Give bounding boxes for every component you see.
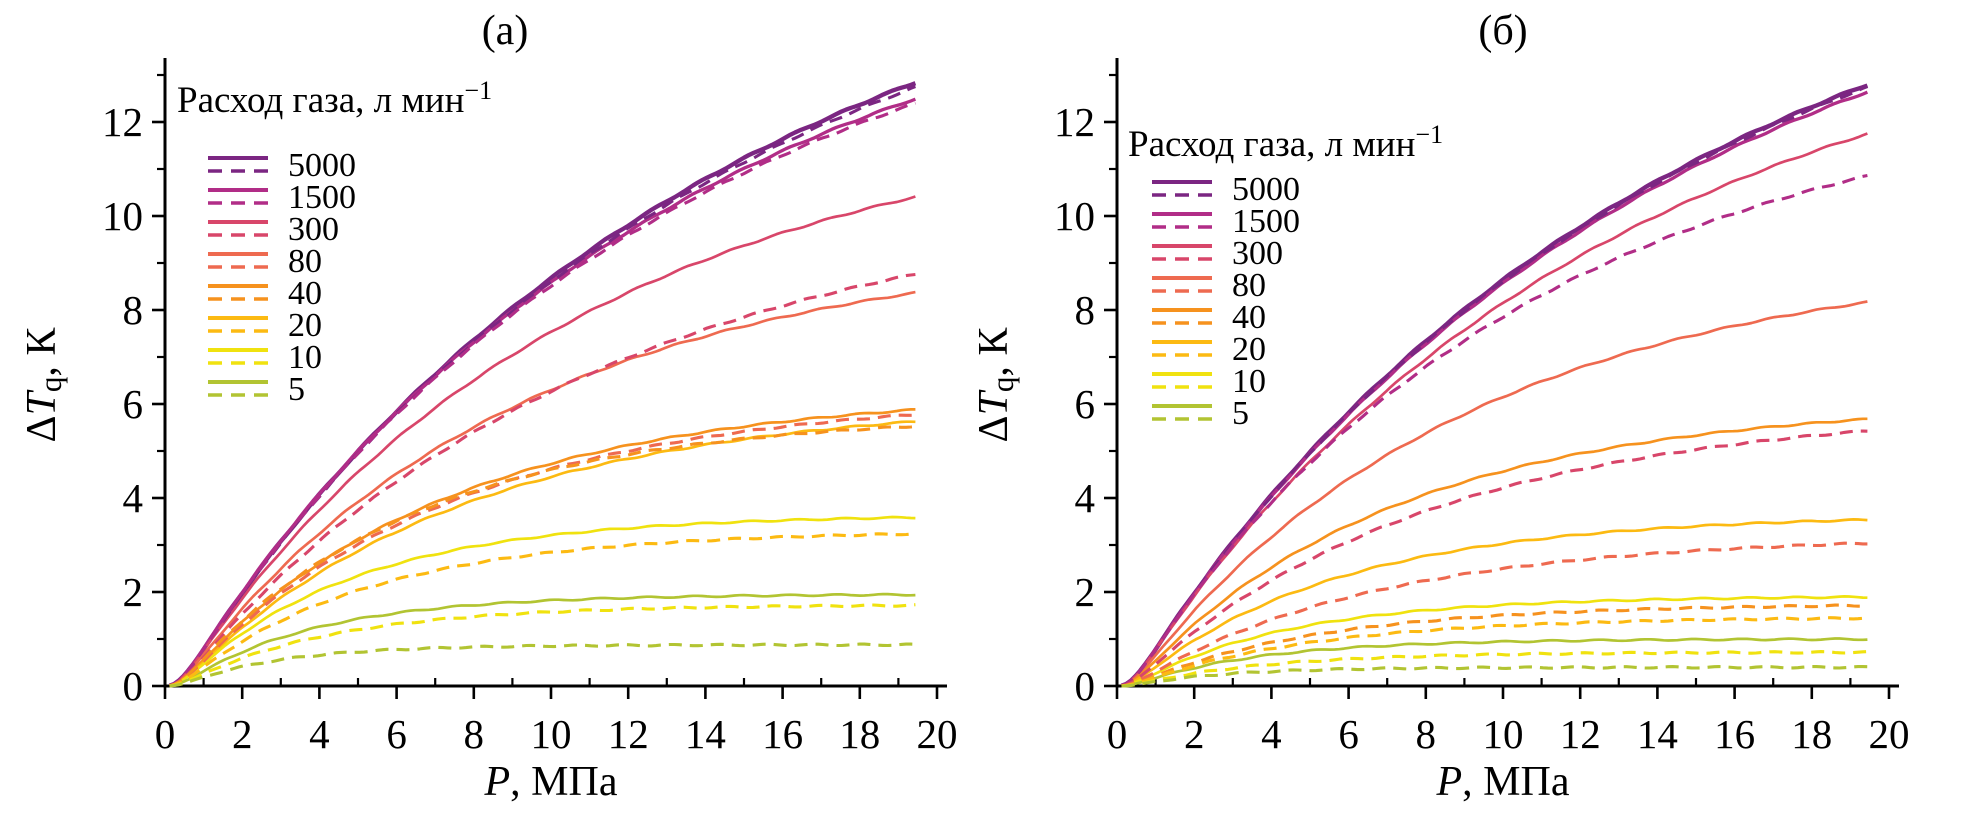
y-axis-label: ΔTq, К (971, 327, 1020, 443)
legend-entry-label: 20 (1232, 331, 1266, 368)
y-tick-label: 0 (1075, 663, 1096, 709)
x-tick-label: 2 (232, 711, 253, 757)
x-tick-label: 18 (839, 711, 880, 757)
y-tick-label: 8 (1075, 287, 1096, 333)
curve-solid-80 (169, 290, 916, 687)
x-tick-label: 14 (1637, 711, 1678, 757)
curve-solid-40 (169, 408, 916, 688)
legend-entry-label: 5 (1232, 395, 1249, 432)
legend-entry-label: 10 (288, 339, 322, 376)
curve-solid-5 (1121, 637, 1868, 688)
y-tick-label: 10 (1054, 193, 1095, 239)
y-tick-label: 4 (1075, 475, 1096, 521)
legend-entry-label: 40 (1232, 299, 1266, 336)
y-tick-label: 2 (1075, 569, 1096, 615)
legend-entry-label: 1500 (288, 179, 356, 216)
x-tick-label: 12 (608, 711, 649, 757)
x-tick-label: 4 (1261, 711, 1282, 757)
x-tick-label: 2 (1184, 711, 1205, 757)
x-tick-label: 8 (1416, 711, 1437, 757)
curve-solid-10 (1121, 595, 1868, 688)
x-tick-label: 12 (1560, 711, 1601, 757)
curve-dashed-5000 (1121, 85, 1868, 688)
x-tick-label: 10 (1483, 711, 1524, 757)
curve-solid-80 (1121, 300, 1868, 688)
curve-dashed-10 (169, 603, 916, 688)
y-axis-label: ΔTq, К (19, 327, 68, 443)
x-tick-label: 0 (1107, 711, 1128, 757)
y-tick-label: 10 (102, 193, 143, 239)
legend-entry-label: 1500 (1232, 203, 1300, 240)
legend-entry-label: 300 (288, 211, 339, 248)
panel-label: (б) (1478, 8, 1527, 54)
curve-dashed-5000 (169, 85, 916, 688)
x-tick-label: 20 (917, 711, 958, 757)
y-tick-label: 8 (123, 287, 144, 333)
curve-dashed-5 (169, 642, 916, 688)
curve-solid-20 (1121, 518, 1868, 688)
legend-entry-label: 80 (1232, 267, 1266, 304)
legend-entry-label: 80 (288, 243, 322, 280)
legend-entry-label: 5 (288, 371, 305, 408)
x-tick-label: 14 (685, 711, 726, 757)
curve-dashed-300 (169, 272, 916, 688)
curve-solid-20 (169, 420, 916, 688)
y-tick-label: 4 (123, 475, 144, 521)
x-tick-label: 16 (762, 711, 803, 757)
x-tick-label: 8 (464, 711, 485, 757)
x-tick-label: 4 (309, 711, 330, 757)
legend-title: Расход газа, л мин−1 (177, 76, 492, 121)
panel-a: 0 2 4 6 8 10 12 14 16 18 20 0 2 4 6 8 10 12 (а) P, МПа ΔTq, … (19, 8, 958, 805)
curve-dashed-1500 (169, 101, 916, 688)
legend-entry-label: 40 (288, 275, 322, 312)
panel-b: 0 2 4 6 8 10 12 14 16 18 20 0 2 4 6 8 10 12 (б) P, МПа ΔTq, … (971, 8, 1910, 805)
x-axis-label: P, МПа (484, 759, 618, 805)
curve-dashed-40 (1121, 603, 1868, 688)
curve-solid-10 (169, 515, 916, 688)
x-tick-label: 16 (1714, 711, 1755, 757)
y-tick-label: 0 (123, 663, 144, 709)
x-tick-label: 18 (1791, 711, 1832, 757)
x-tick-label: 20 (1869, 711, 1910, 757)
curve-dashed-80 (1121, 541, 1868, 688)
curve-dashed-20 (169, 532, 916, 688)
curve-dashed-20 (1121, 616, 1868, 688)
y-tick-label: 6 (1075, 381, 1096, 427)
curve-solid-5 (169, 592, 916, 688)
curve-solid-300 (169, 195, 916, 687)
x-tick-label: 0 (155, 711, 176, 757)
legend-entry-label: 20 (288, 307, 322, 344)
curve-dashed-10 (1121, 650, 1868, 688)
legend-entry-label: 5000 (1232, 171, 1300, 208)
panel-label: (а) (482, 8, 529, 54)
y-tick-label: 2 (123, 569, 144, 615)
y-tick-label: 12 (102, 99, 143, 145)
legend-entry-label: 5000 (288, 147, 356, 184)
legend-entry-label: 300 (1232, 235, 1283, 272)
y-tick-label: 6 (123, 381, 144, 427)
x-tick-label: 10 (531, 711, 572, 757)
x-tick-label: 6 (1338, 711, 1359, 757)
curve-solid-40 (1121, 417, 1868, 688)
curve-dashed-1500 (1121, 173, 1868, 688)
curve-dashed-300 (1121, 429, 1868, 688)
legend-entry-label: 10 (1232, 363, 1266, 400)
legend-title: Расход газа, л мин−1 (1128, 120, 1443, 165)
x-tick-label: 6 (386, 711, 407, 757)
y-tick-label: 12 (1054, 99, 1095, 145)
x-axis-label: P, МПа (1436, 759, 1570, 805)
